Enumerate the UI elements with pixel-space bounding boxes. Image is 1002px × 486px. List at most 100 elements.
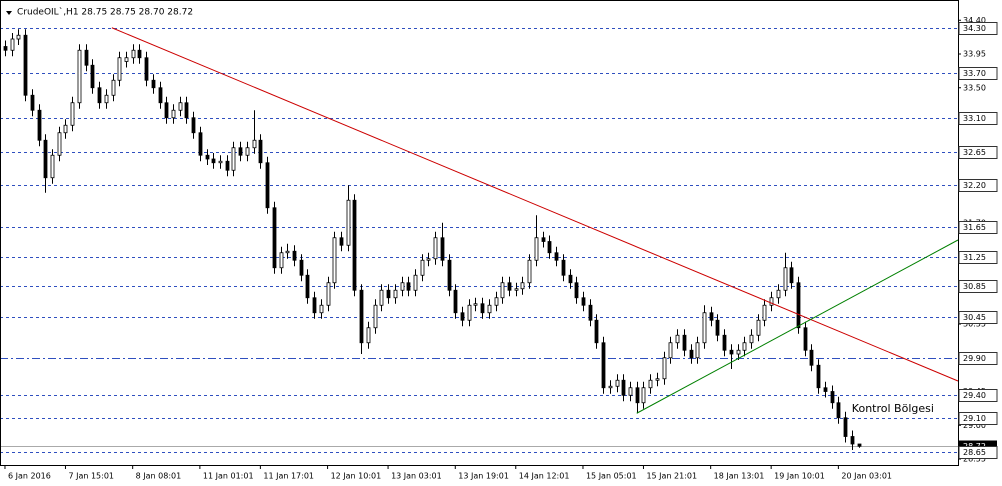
candle-body: [326, 282, 331, 306]
level-label-box: [958, 311, 998, 324]
candle-body: [191, 117, 196, 134]
level-label-box: [958, 112, 998, 125]
candle-body: [413, 274, 418, 291]
candle-body: [662, 357, 667, 380]
candle-body: [520, 282, 525, 290]
candle-body: [494, 297, 499, 306]
candle-body: [352, 199, 357, 291]
candle-body: [527, 259, 532, 284]
candle-body: [393, 289, 398, 299]
candle-body: [541, 237, 546, 242]
candle-body: [453, 289, 458, 314]
candle-body: [843, 417, 848, 437]
candle-body: [440, 237, 445, 261]
candle-body: [379, 289, 384, 306]
candle-body: [850, 436, 855, 445]
x-tick-label: 18 Jan 13:01: [714, 472, 765, 481]
candle-body: [830, 391, 835, 404]
candle-body: [809, 349, 814, 366]
candle-body: [299, 259, 304, 276]
level-label-box: [958, 389, 998, 402]
x-tick-label: 13 Jan 19:01: [458, 472, 509, 481]
level-label: 29.40: [963, 391, 986, 400]
candle-body: [184, 102, 189, 119]
candle-body: [50, 154, 55, 179]
candle-body: [554, 252, 559, 261]
candle-body: [84, 49, 89, 66]
candle-body: [460, 312, 465, 321]
level-label-box: [958, 221, 998, 234]
candle-body: [124, 57, 129, 62]
candle-body: [97, 87, 102, 104]
candle-body: [500, 282, 505, 299]
candle-body: [205, 154, 210, 160]
candle-body: [265, 162, 270, 209]
candle-body: [473, 303, 478, 306]
y-tick-label: 33.95: [963, 50, 986, 59]
candle-body: [857, 443, 862, 447]
candle-body: [231, 147, 236, 171]
x-tick-label: 11 Jan 01:01: [203, 472, 254, 481]
candle-body: [305, 274, 310, 299]
x-tick-label: 6 Jan 2016: [8, 472, 51, 481]
trendline: [111, 27, 959, 382]
candle-body: [3, 46, 8, 51]
candle-body: [104, 94, 109, 104]
candle-body: [312, 297, 317, 314]
level-label: 30.85: [963, 282, 986, 291]
candle-body: [635, 387, 640, 404]
candle-body: [252, 139, 257, 149]
candle-body: [37, 109, 42, 141]
candle-body: [534, 237, 539, 261]
candle-body: [836, 402, 841, 419]
candle-body: [594, 319, 599, 344]
candle-body: [736, 349, 741, 355]
level-label: 34.30: [963, 24, 986, 33]
candle-body: [756, 319, 761, 336]
candle-body: [158, 87, 163, 104]
candle-body: [769, 297, 774, 306]
level-label-box: [958, 146, 998, 159]
candle-body: [789, 267, 794, 284]
x-tick-label: 20 Jan 03:01: [841, 472, 892, 481]
candle-body: [796, 282, 801, 329]
candle-body: [218, 160, 223, 164]
candle-body: [742, 342, 747, 351]
candle-body: [648, 379, 653, 389]
candle-body: [722, 334, 727, 351]
level-label: 31.25: [963, 253, 986, 262]
candle-body: [426, 258, 431, 261]
candle-body: [171, 109, 176, 119]
candle-body: [406, 282, 411, 291]
x-tick-label: 8 Jan 08:01: [136, 472, 182, 481]
candle-body: [137, 49, 142, 59]
candle-body: [77, 49, 82, 104]
level-label-box: [958, 67, 998, 80]
level-label: 30.45: [963, 313, 986, 322]
candle-body: [131, 49, 136, 59]
candle-body: [447, 259, 452, 291]
candle-body: [144, 57, 149, 81]
candle-body: [581, 297, 586, 306]
candle-body: [400, 282, 405, 291]
candle-body: [608, 385, 613, 389]
x-tick-label: 19 Jan 10:01: [774, 472, 825, 481]
candle-body: [332, 237, 337, 284]
candle-body: [319, 304, 324, 314]
candle-body: [715, 319, 720, 336]
candle-body: [10, 38, 15, 51]
candle-body: [90, 64, 95, 89]
candle-body: [615, 379, 620, 387]
candle-body: [655, 378, 660, 381]
candle-body: [816, 364, 821, 389]
candle-body: [574, 282, 579, 299]
candle-body: [675, 334, 680, 344]
candle-body: [16, 34, 21, 40]
x-tick-label: 11 Jan 17:01: [263, 472, 314, 481]
candle-body: [433, 237, 438, 260]
level-label-box: [958, 412, 998, 425]
candle-body: [420, 259, 425, 276]
x-tick-label: 13 Jan 03:01: [391, 472, 442, 481]
level-label: 29.90: [963, 354, 986, 363]
